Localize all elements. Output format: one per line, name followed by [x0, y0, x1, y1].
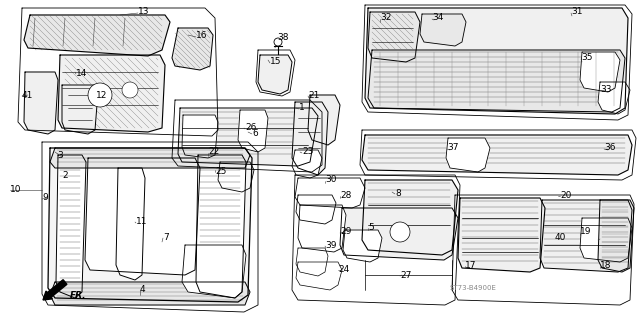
Polygon shape [42, 142, 258, 312]
Polygon shape [296, 262, 342, 290]
Text: 41: 41 [22, 91, 33, 100]
Polygon shape [598, 82, 630, 114]
Polygon shape [50, 282, 250, 305]
Text: 38: 38 [277, 34, 289, 43]
Polygon shape [48, 148, 252, 302]
Text: 31: 31 [571, 7, 582, 17]
Polygon shape [296, 195, 336, 224]
Circle shape [88, 83, 112, 107]
Polygon shape [292, 102, 328, 175]
Polygon shape [362, 5, 632, 120]
Polygon shape [85, 158, 200, 275]
Text: 12: 12 [96, 91, 108, 100]
Text: 17: 17 [465, 260, 476, 269]
Polygon shape [295, 178, 365, 208]
Text: 35: 35 [581, 53, 592, 62]
Text: 36: 36 [604, 143, 615, 153]
Text: 7: 7 [163, 233, 169, 242]
Polygon shape [452, 195, 634, 305]
Polygon shape [368, 50, 625, 112]
Text: 26: 26 [245, 124, 256, 132]
Text: 21: 21 [308, 91, 319, 100]
Text: 34: 34 [432, 13, 443, 22]
Polygon shape [540, 200, 632, 272]
Polygon shape [340, 208, 458, 260]
Text: 9: 9 [42, 194, 48, 203]
Polygon shape [182, 115, 218, 158]
Polygon shape [24, 15, 170, 56]
Polygon shape [360, 130, 636, 180]
Polygon shape [458, 198, 545, 272]
Polygon shape [446, 138, 490, 172]
Text: 6: 6 [252, 129, 258, 138]
Polygon shape [365, 8, 628, 114]
Polygon shape [58, 55, 165, 132]
Polygon shape [362, 180, 458, 255]
Text: 4: 4 [140, 284, 146, 293]
Text: FR.: FR. [70, 291, 87, 300]
Polygon shape [258, 55, 292, 94]
Text: 32: 32 [380, 13, 391, 22]
Polygon shape [62, 85, 98, 134]
Text: 29: 29 [340, 228, 352, 236]
Text: 30: 30 [325, 175, 336, 185]
Text: 3: 3 [57, 150, 63, 159]
Polygon shape [420, 14, 466, 46]
Polygon shape [182, 245, 246, 298]
Text: 20: 20 [560, 190, 571, 199]
Text: 13: 13 [138, 7, 150, 17]
Text: 1: 1 [299, 103, 304, 113]
Text: 11: 11 [136, 218, 148, 227]
Text: 37: 37 [447, 143, 459, 153]
Polygon shape [50, 148, 250, 168]
Text: 16: 16 [196, 31, 208, 41]
Text: 33: 33 [600, 85, 612, 94]
Text: ST73-B4900E: ST73-B4900E [450, 285, 497, 291]
Text: 39: 39 [325, 241, 336, 250]
Polygon shape [178, 108, 318, 166]
Polygon shape [116, 168, 145, 280]
Text: 10: 10 [10, 186, 22, 195]
Polygon shape [580, 218, 632, 262]
Polygon shape [24, 72, 58, 134]
Text: 14: 14 [76, 68, 87, 77]
Polygon shape [238, 110, 268, 152]
Circle shape [390, 222, 410, 242]
Polygon shape [598, 200, 634, 272]
Polygon shape [580, 52, 620, 92]
Polygon shape [292, 150, 322, 178]
Text: 24: 24 [338, 266, 349, 275]
Polygon shape [296, 248, 328, 276]
Text: 19: 19 [580, 228, 592, 236]
Text: 28: 28 [340, 190, 352, 199]
Text: 22: 22 [208, 148, 219, 156]
Polygon shape [292, 175, 460, 305]
Polygon shape [172, 100, 322, 172]
Text: 25: 25 [215, 166, 226, 175]
Polygon shape [368, 12, 420, 62]
Polygon shape [218, 162, 254, 192]
Text: 27: 27 [400, 270, 412, 279]
Text: 23: 23 [302, 148, 313, 156]
Polygon shape [362, 135, 632, 175]
Circle shape [122, 82, 138, 98]
Polygon shape [298, 205, 346, 252]
Text: 5: 5 [368, 223, 374, 233]
Polygon shape [343, 230, 382, 262]
Circle shape [274, 38, 282, 46]
Polygon shape [18, 8, 218, 136]
Polygon shape [56, 155, 86, 298]
Text: 2: 2 [62, 172, 68, 180]
Text: 15: 15 [270, 58, 282, 67]
Polygon shape [172, 28, 213, 70]
Polygon shape [196, 155, 246, 298]
Text: 18: 18 [600, 260, 612, 269]
Text: 8: 8 [395, 188, 401, 197]
Polygon shape [308, 95, 340, 145]
Polygon shape [256, 50, 295, 96]
FancyArrow shape [43, 280, 67, 300]
Text: 40: 40 [555, 234, 566, 243]
